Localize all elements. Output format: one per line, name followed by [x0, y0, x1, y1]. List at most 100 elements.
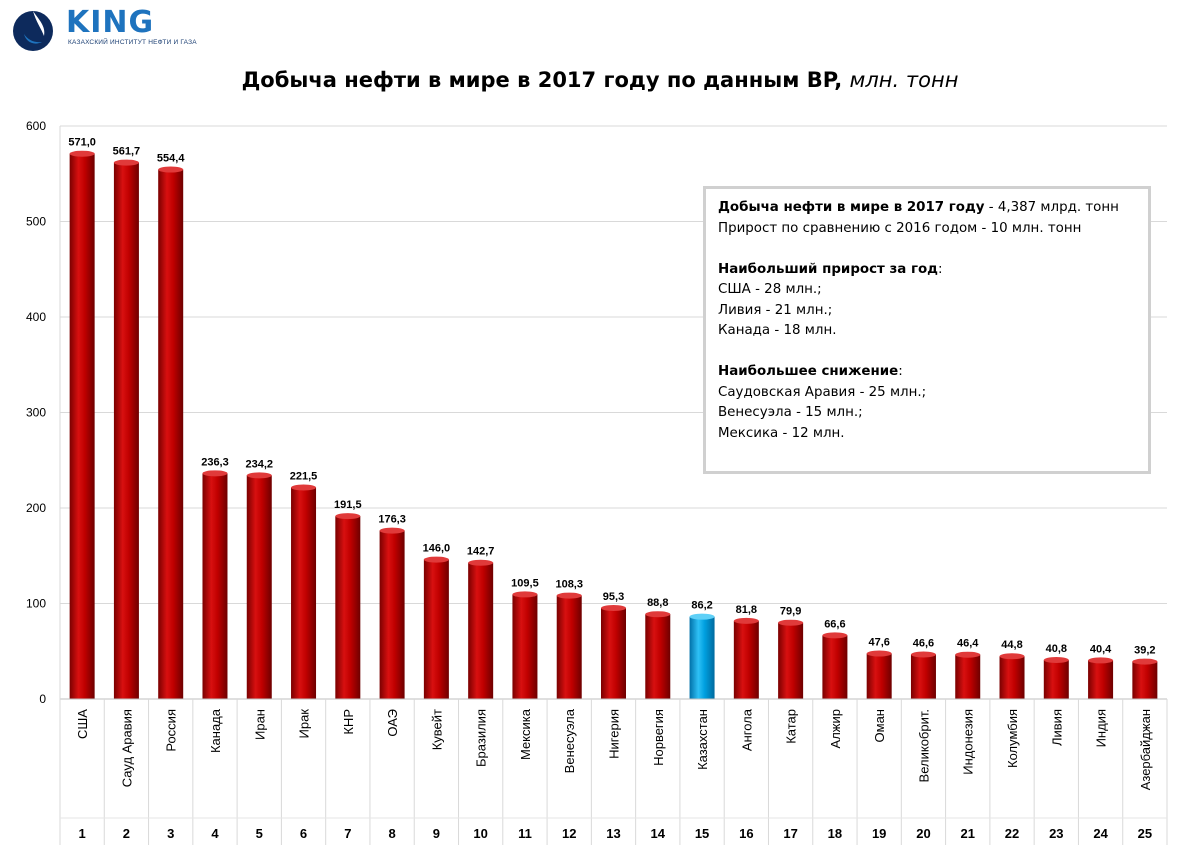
value-label: 554,4 [157, 153, 185, 165]
value-label: 46,4 [957, 638, 979, 650]
bar-cap [291, 484, 317, 491]
value-label: 221,5 [290, 470, 318, 482]
bar-cap [645, 611, 671, 618]
bar-cap [601, 604, 626, 611]
rank-label: 17 [783, 826, 797, 841]
rank-label: 3 [167, 826, 174, 841]
value-label: 88,8 [647, 597, 668, 609]
bar-cap [556, 592, 582, 599]
info-growth-item: Канада - 18 млн. [718, 323, 837, 338]
bar-cap [468, 559, 494, 566]
bar [379, 530, 405, 699]
bar [955, 654, 981, 699]
bar-cap [866, 650, 892, 657]
info-decline-item: Венесуэла - 15 млн.; [718, 405, 863, 420]
bar [910, 654, 936, 699]
bar [866, 653, 892, 699]
bar-cap [423, 556, 449, 563]
bar-cap [733, 617, 759, 624]
category-label: Колумбия [1005, 709, 1020, 768]
data-labels: 571,0 561,7 554,4 236,3 234,2 221,5 191,5 176,3… [68, 137, 1155, 657]
bar-cap [778, 619, 804, 626]
rank-label: 18 [828, 826, 842, 841]
value-label: 47,6 [868, 637, 889, 649]
y-tick-label: 300 [26, 406, 46, 420]
category-label: Азербайджан [1138, 709, 1153, 790]
info-growth-item: Ливия - 21 млн.; [718, 302, 833, 318]
logo-subtitle: КАЗАХСКИЙ ИНСТИТУТ НЕФТИ И ГАЗА [68, 39, 197, 46]
rank-label: 1 [79, 826, 86, 841]
category-label: Кувейт [429, 709, 444, 750]
value-label: 108,3 [555, 579, 583, 591]
bar [158, 169, 184, 700]
rank-label: 13 [606, 826, 620, 841]
category-label: Венесуэла [562, 708, 577, 773]
y-axis: 0 100 200 300 400 500 600 [26, 119, 61, 706]
bar [645, 614, 671, 699]
bar-cap [1088, 657, 1114, 664]
rank-label: 2 [123, 826, 130, 841]
category-label: ОАЭ [385, 709, 400, 737]
info-box: Добыча нефти в мире в 2017 году - 4,387 … [703, 186, 1151, 474]
info-decline-item: Саудовская Аравия - 25 млн.; [718, 384, 927, 400]
rank-label: 7 [344, 826, 351, 841]
bar-cap [822, 632, 848, 639]
category-label: Ирак [297, 709, 312, 739]
y-tick-label: 600 [26, 119, 46, 133]
value-label: 66,6 [824, 618, 845, 630]
rank-label: 21 [961, 826, 975, 841]
category-label: Казахстан [695, 709, 710, 770]
rank-label: 16 [739, 826, 753, 841]
category-label: Сауд Аравия [119, 709, 134, 787]
x-axis: США 1 Сауд Аравия 2 Россия 3 Канада 4 Иран 5 Ирак 6… [59, 698, 1168, 845]
info-decline-item: Мексика - 12 млн. [718, 425, 845, 441]
bar-cap [335, 513, 361, 520]
category-label: Бразилия [474, 709, 489, 767]
category-label: Россия [164, 709, 179, 752]
info-decline-heading: Наибольшее снижение [718, 364, 899, 379]
category-label: Канада [208, 708, 223, 753]
rank-label: 10 [473, 826, 487, 841]
category-label: Ливия [1049, 709, 1064, 746]
info-growth-heading-line: Наибольший прирост за год: [718, 261, 943, 277]
bar [1043, 660, 1069, 699]
info-growth-total: Прирост по сравнению с 2016 годом - 10 м… [718, 220, 1082, 236]
rank-label: 9 [433, 826, 440, 841]
bar-cap [1043, 657, 1069, 664]
info-growth-item: США - 28 млн.; [718, 282, 822, 297]
category-label: Мексика [518, 708, 533, 760]
category-label: Ангола [739, 708, 754, 751]
category-label: КНР [341, 709, 356, 735]
bar [689, 616, 715, 699]
value-label: 40,8 [1046, 643, 1067, 655]
bar-cap [69, 150, 95, 157]
rank-label: 8 [388, 826, 395, 841]
bar [291, 487, 317, 699]
value-label: 95,3 [603, 591, 624, 603]
value-label: 109,5 [511, 577, 539, 589]
rank-label: 11 [518, 826, 532, 841]
bar-cap [689, 613, 715, 620]
category-label: Индонезия [961, 709, 976, 775]
logo-brand: KING [66, 5, 155, 40]
category-label: Алжир [828, 709, 843, 748]
value-label: 81,8 [736, 604, 757, 616]
bar-cap [202, 470, 228, 477]
bars [69, 150, 1158, 700]
category-label: Норвегия [651, 709, 666, 766]
bar [556, 595, 582, 699]
bar-cap [910, 651, 936, 658]
value-label: 561,7 [113, 146, 141, 158]
value-label: 191,5 [334, 499, 362, 511]
oil-drop-icon [13, 11, 53, 51]
bar [113, 162, 139, 699]
bar [423, 559, 449, 699]
rank-label: 25 [1138, 826, 1152, 841]
bar [335, 516, 361, 699]
bar [778, 622, 804, 699]
chart-title: Добыча нефти в мире в 2017 году по данны… [241, 68, 959, 92]
rank-label: 4 [211, 826, 219, 841]
category-label: Нигерия [607, 709, 622, 759]
info-growth-heading: Наибольший прирост за год [718, 261, 938, 277]
bar [69, 153, 95, 699]
